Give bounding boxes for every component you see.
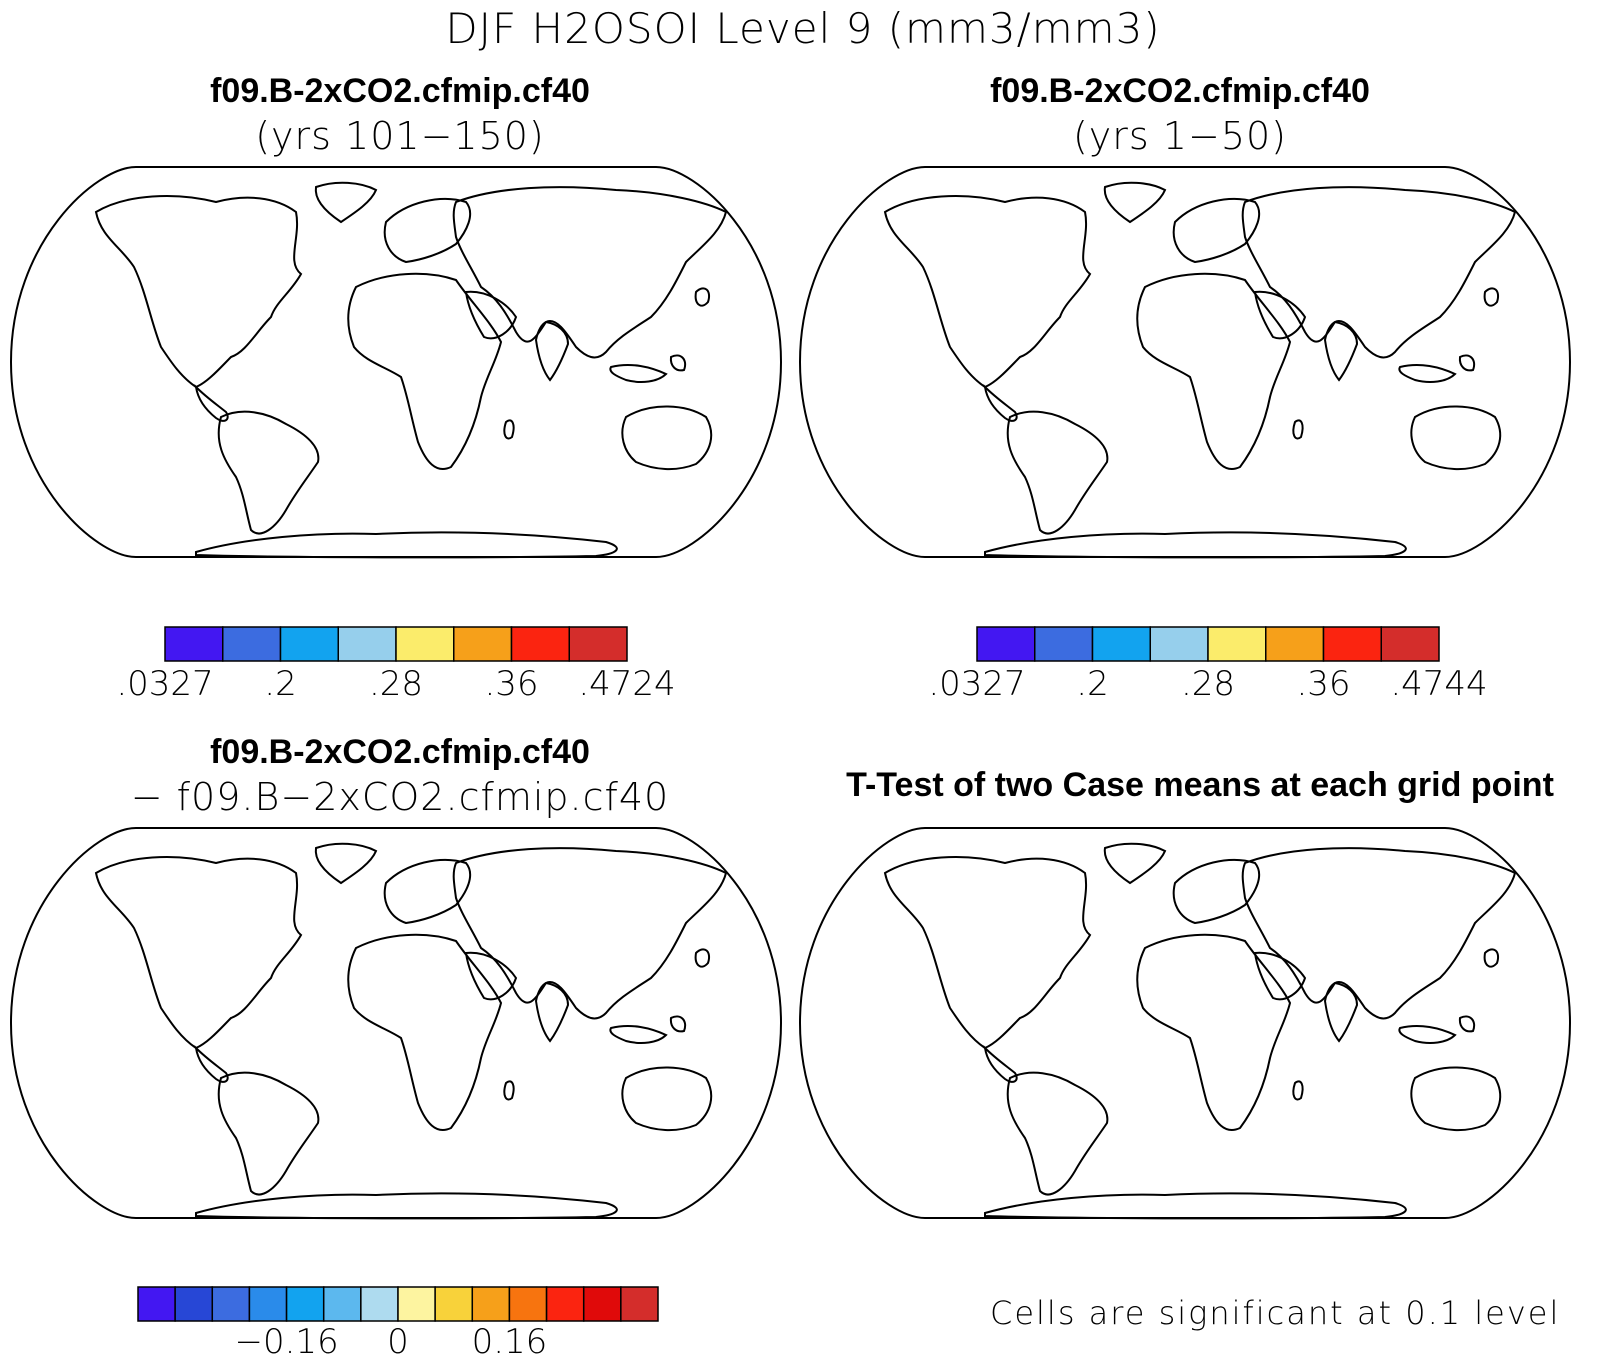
map-frame	[9, 166, 783, 558]
colorbar-box	[1091, 626, 1151, 662]
colorbar-box	[248, 1286, 288, 1322]
colorbar-tick-label: .4744	[1390, 664, 1488, 704]
panel-case1-title: f09.B-2xCO2.cfmip.cf40	[210, 72, 590, 110]
colorbar-box	[395, 626, 455, 662]
figure-title: DJF H2OSOI Level 9 (mm3/mm3)	[445, 4, 1161, 53]
colorbar-box	[1207, 626, 1267, 662]
panel-ttest-title: T-Test of two Case means at each grid po…	[846, 766, 1554, 804]
colorbar-box	[1034, 626, 1094, 662]
colorbar-box	[164, 626, 224, 662]
panel-case2-title: f09.B-2xCO2.cfmip.cf40	[990, 72, 1370, 110]
colorbar-box	[510, 626, 570, 662]
map-frame	[798, 827, 1572, 1219]
colorbar-box	[508, 1286, 548, 1322]
colorbar-box	[471, 1286, 511, 1322]
colorbar-tick-label: .36	[484, 664, 539, 704]
colorbar-box	[568, 626, 628, 662]
colorbar-tick-label: .36	[1296, 664, 1351, 704]
colorbar-box	[1265, 626, 1325, 662]
colorbar-box	[137, 1286, 176, 1322]
panel-ttest-note: Cells are significant at 0.1 level	[990, 1294, 1561, 1332]
colorbar-tick-label: .28	[1180, 664, 1236, 704]
colorbar-box	[211, 1286, 251, 1322]
map-frame	[9, 827, 783, 1219]
colorbar-box	[174, 1286, 214, 1322]
colorbar-tick-label: 0	[387, 1322, 409, 1362]
colorbar-box	[397, 1286, 436, 1322]
colorbar-box	[1380, 626, 1440, 662]
colorbar-box	[976, 626, 1036, 662]
colorbar-box	[434, 1286, 474, 1322]
colorbar-tick-label: .2	[1076, 664, 1109, 704]
map-ttest	[798, 827, 1572, 1220]
map-case2	[798, 166, 1572, 559]
colorbar-box	[1322, 626, 1382, 662]
map-case1	[9, 166, 783, 559]
colorbar-tick-label: .4724	[578, 664, 676, 704]
colorbar-box	[279, 626, 339, 662]
colorbar-tick-label: .2	[264, 664, 297, 704]
colorbar-box	[285, 1286, 325, 1322]
colorbar-tick-label: .0327	[116, 664, 214, 704]
panel-diff-title: f09.B-2xCO2.cfmip.cf40	[210, 733, 590, 771]
map-difference	[9, 827, 783, 1220]
colorbar-box	[222, 626, 282, 662]
colorbar-tick-label: .28	[368, 664, 424, 704]
map-frame	[798, 166, 1572, 558]
colorbar-box	[1149, 626, 1209, 662]
panel-case2-subtitle: (yrs 1−50)	[1072, 114, 1287, 158]
colorbar-box	[337, 626, 397, 662]
colorbar-box	[545, 1286, 585, 1322]
colorbar-box	[620, 1286, 659, 1322]
colorbar-box	[322, 1286, 362, 1322]
colorbar-box	[582, 1286, 622, 1322]
colorbar-box	[453, 626, 513, 662]
colorbar-tick-label: .0327	[928, 664, 1026, 704]
panel-diff-subtitle: − f09.B−2xCO2.cfmip.cf40	[130, 775, 670, 819]
colorbar-box	[360, 1286, 399, 1322]
panel-case1-subtitle: (yrs 101−150)	[255, 114, 545, 158]
